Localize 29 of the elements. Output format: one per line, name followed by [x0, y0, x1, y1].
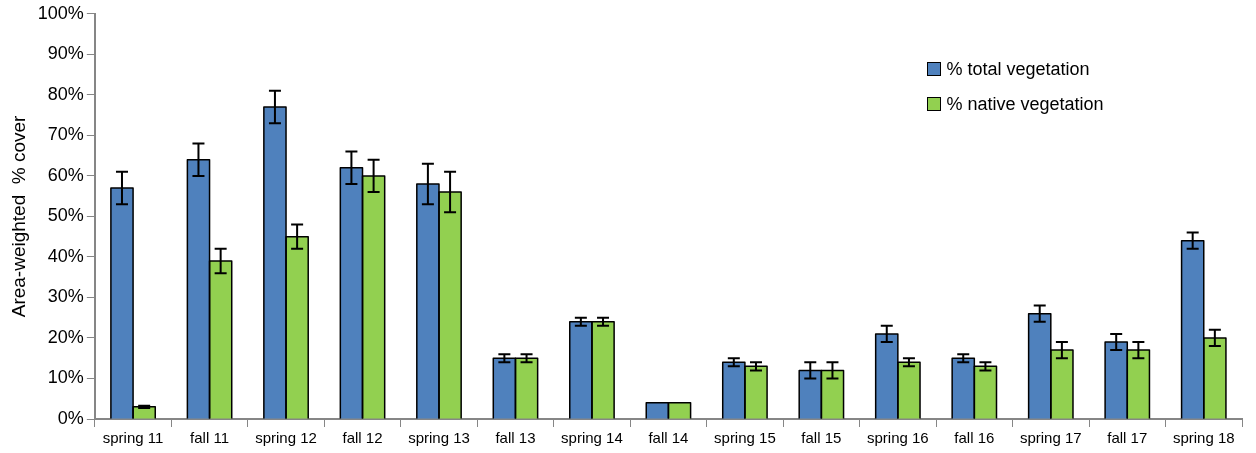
y-axis-title: Area-weighted % cover: [7, 114, 29, 318]
y-tick-label: 40%: [47, 245, 84, 266]
y-tick-label: 70%: [47, 124, 84, 145]
x-tick-label: fall 14: [648, 429, 689, 447]
x-tick-label: fall 12: [342, 429, 383, 447]
x-tick-label: spring 16: [866, 429, 929, 447]
legend-label: % native vegetation: [946, 93, 1104, 115]
y-tick-label: 60%: [47, 164, 84, 185]
x-tick-label: fall 11: [190, 429, 230, 447]
x-tick-label: fall 13: [495, 429, 536, 447]
y-tick-label: 50%: [47, 205, 84, 226]
y-tick-label: 90%: [47, 43, 84, 64]
x-tick-label: spring 15: [714, 429, 776, 447]
x-tick-label: spring 18: [1172, 429, 1235, 447]
x-tick-label: spring 14: [561, 429, 623, 447]
x-tick-label: fall 15: [801, 429, 842, 447]
y-tick-label: 80%: [47, 83, 84, 104]
x-tick-label: spring 12: [255, 429, 317, 447]
y-tick-label: 10%: [47, 367, 84, 388]
x-tick-label: fall 16: [954, 429, 995, 447]
y-tick-label: 20%: [47, 326, 84, 347]
x-tick-label: spring 13: [408, 429, 470, 447]
x-tick-label: fall 17: [1107, 429, 1148, 447]
y-tick-label: 100%: [37, 2, 84, 23]
legend-label: % total vegetation: [946, 58, 1090, 80]
y-tick-label: 0%: [57, 407, 84, 428]
y-tick-label: 30%: [47, 286, 84, 307]
x-tick-label: spring 11: [102, 429, 164, 447]
x-tick-label: spring 17: [1019, 429, 1082, 447]
